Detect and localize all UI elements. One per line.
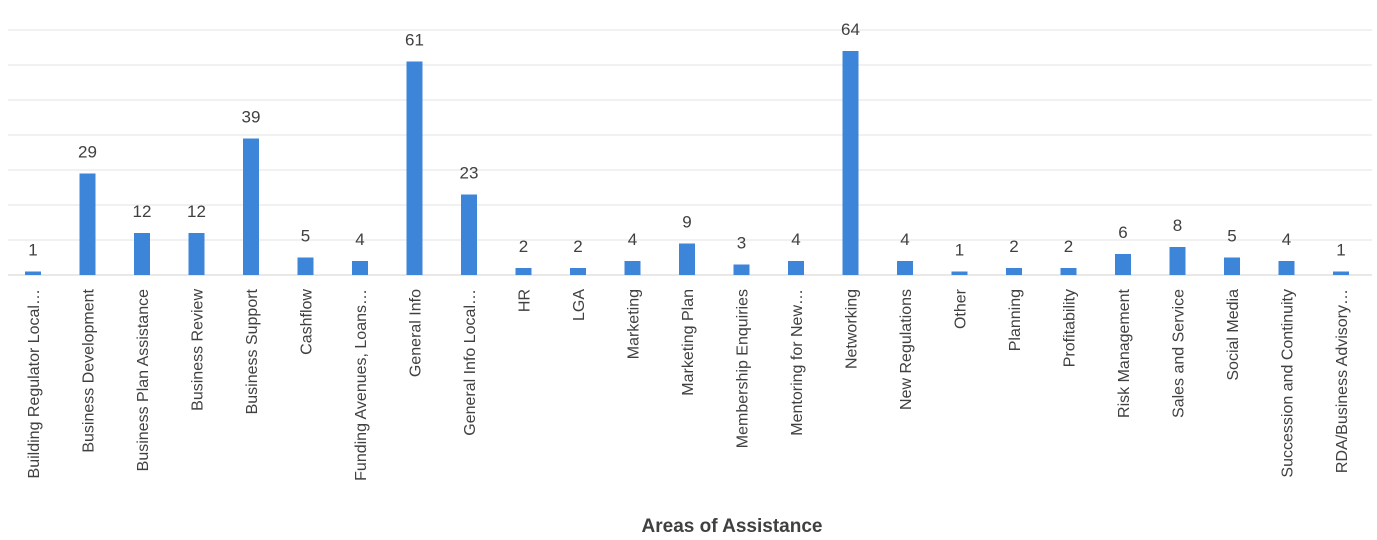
data-label: 4 [900, 230, 909, 249]
data-label: 64 [841, 20, 860, 39]
category-tick-label: Mentoring for New… [789, 289, 806, 436]
bar [679, 243, 695, 275]
category-tick-label: Sales and Service [1171, 289, 1188, 418]
category-tick-label: HR [517, 289, 534, 312]
gridlines [8, 29, 1372, 241]
data-label: 4 [1282, 230, 1291, 249]
bar [1333, 271, 1349, 275]
category-tick-label: New Regulations [898, 289, 915, 410]
bar [897, 261, 913, 275]
bar [243, 138, 259, 275]
bar [1006, 268, 1022, 275]
bar [134, 233, 150, 275]
category-tick-label: Social Media [1225, 289, 1242, 381]
bar [352, 261, 368, 275]
category-tick-labels: Building Regulator Local… Business Develo… [26, 288, 1351, 481]
category-tick-label: Business Review [190, 289, 207, 411]
data-label: 8 [1173, 216, 1182, 235]
category-tick-label: Membership Enquiries [735, 289, 752, 448]
category-tick-label: General Info [408, 289, 425, 377]
bar [25, 271, 41, 275]
category-tick-label: LGA [571, 289, 588, 321]
category-tick-label: Risk Management [1116, 288, 1133, 418]
category-tick-label: Funding Avenues, Loans… [353, 289, 370, 481]
category-tick-label: Planning [1007, 289, 1024, 351]
category-tick-label: Business Support [244, 288, 261, 414]
category-tick-label: Other [953, 288, 970, 329]
bar [1060, 268, 1077, 275]
data-label: 29 [78, 143, 97, 162]
category-tick-label: Business Development [81, 288, 98, 452]
bar [733, 264, 750, 275]
category-tick-label: Cashflow [299, 289, 316, 355]
category-tick-label: Networking [844, 289, 861, 369]
category-tick-label: Marketing [626, 289, 643, 359]
data-label: 12 [133, 202, 152, 221]
data-label: 4 [355, 230, 364, 249]
bar [188, 233, 205, 275]
bar [570, 268, 586, 275]
data-label: 23 [460, 164, 479, 183]
bar [406, 61, 423, 275]
category-tick-label: RDA/Business Advisory… [1334, 289, 1351, 473]
bar [461, 194, 477, 275]
bar [842, 51, 859, 275]
data-label: 4 [791, 230, 800, 249]
category-tick-label: Profitability [1062, 289, 1079, 367]
data-label: 12 [187, 202, 206, 221]
category-tick-label: General Info Local… [462, 289, 479, 436]
bar [788, 261, 804, 275]
x-axis-title: Areas of Assistance [642, 516, 823, 537]
category-tick-label: Succession and Continuity [1280, 289, 1297, 478]
bar [1169, 247, 1186, 275]
category-tick-label: Business Plan Assistance [135, 289, 152, 471]
data-label: 2 [1064, 237, 1073, 256]
bars [25, 51, 1349, 275]
bar [1224, 257, 1240, 275]
bar [1278, 261, 1295, 275]
bar [79, 173, 96, 275]
data-label: 9 [682, 213, 691, 232]
bar [1115, 254, 1131, 275]
data-label: 2 [573, 237, 582, 256]
category-tick-label: Marketing Plan [680, 289, 697, 396]
bar [515, 268, 532, 275]
bar [951, 271, 968, 275]
data-label: 3 [737, 234, 746, 253]
data-label: 5 [301, 227, 310, 246]
category-tick-label: Building Regulator Local… [26, 289, 43, 478]
data-label: 1 [1336, 241, 1345, 260]
data-label: 1 [955, 241, 964, 260]
data-label: 4 [628, 230, 637, 249]
data-label: 6 [1118, 223, 1127, 242]
data-label: 39 [242, 108, 261, 127]
data-label: 2 [519, 237, 528, 256]
bar [297, 257, 314, 275]
bar [624, 261, 641, 275]
data-label: 1 [28, 241, 37, 260]
data-label: 5 [1227, 227, 1236, 246]
data-label: 61 [405, 31, 424, 50]
data-label: 2 [1009, 237, 1018, 256]
